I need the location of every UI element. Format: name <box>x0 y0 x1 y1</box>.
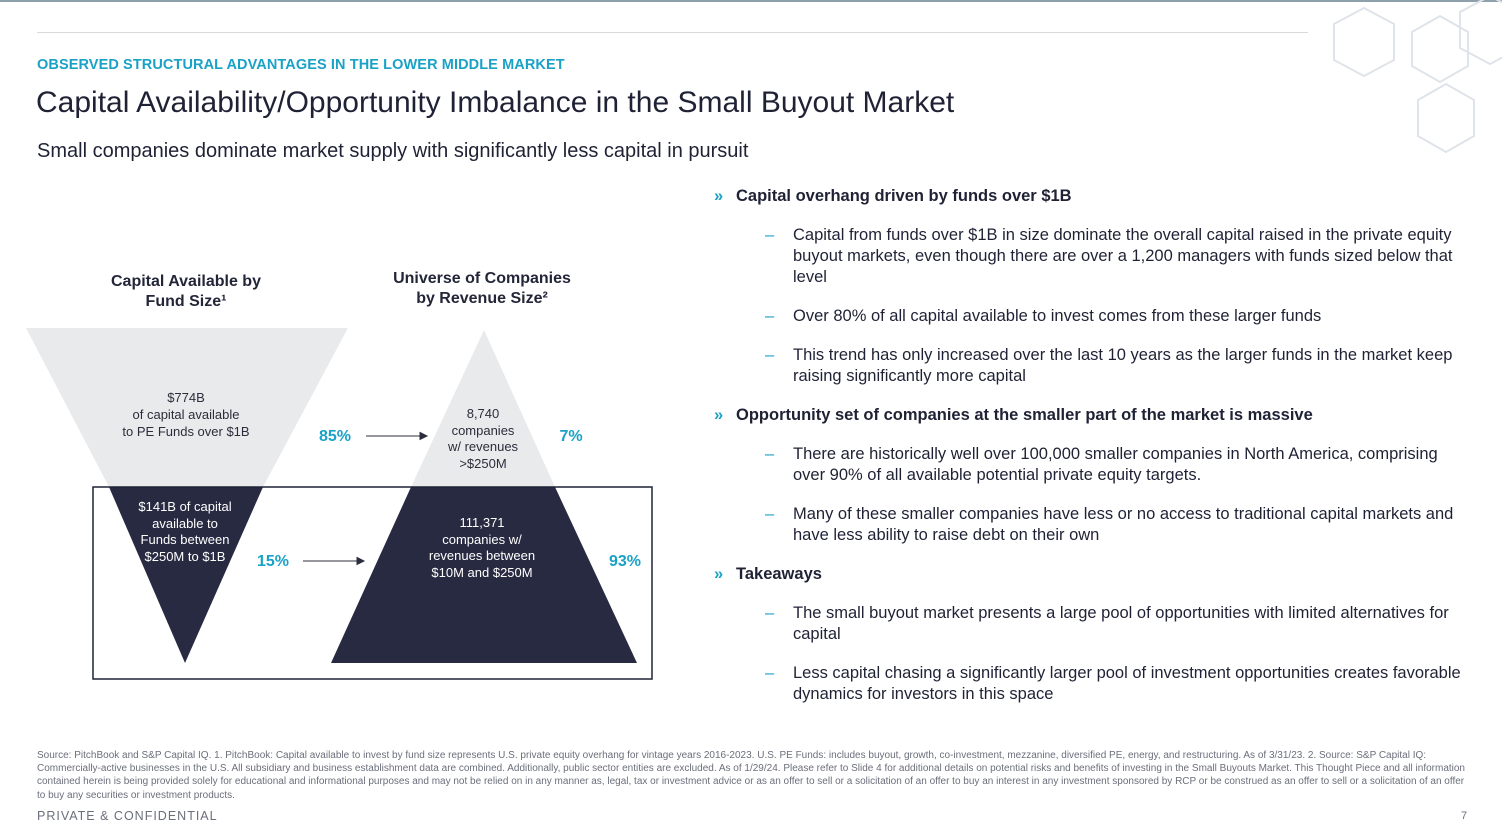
dash-bullet-icon: – <box>765 505 775 523</box>
bullet-item: – This trend has only increased over the… <box>765 346 1453 385</box>
page-number: 7 <box>1461 810 1468 822</box>
chevron-bullet-icon: » <box>714 187 724 205</box>
chevron-bullet-icon: » <box>714 406 724 424</box>
bullet-item: – Less capital chasing a significantly l… <box>765 664 1461 703</box>
left-bottom-label: $141B of capital available to Funds betw… <box>138 499 232 564</box>
right-chart-title: Universe of Companies by Revenue Size² <box>393 270 571 307</box>
pct-left-top: 85% <box>318 428 352 445</box>
funnel-graphic: Capital Available by Fund Size¹ Universe… <box>0 255 700 695</box>
dash-bullet-icon: – <box>765 226 775 244</box>
top-border <box>0 0 1502 2</box>
bullet-item: – Over 80% of all capital available to i… <box>765 307 1322 325</box>
dash-bullet-icon: – <box>765 445 775 463</box>
bullet-item: – The small buyout market presents a lar… <box>765 604 1449 643</box>
left-funnel-bottom-section <box>109 487 263 663</box>
dash-bullet-icon: – <box>765 604 775 622</box>
dash-bullet-icon: – <box>765 346 775 364</box>
dash-bullet-icon: – <box>765 664 775 682</box>
pct-right-bottom: 93% <box>608 553 642 570</box>
bullet-list: » Capital overhang driven by funds over … <box>712 186 1472 723</box>
dash-bullet-icon: – <box>765 307 775 325</box>
source-footnote: Source: PitchBook and S&P Capital IQ. 1.… <box>37 750 1465 801</box>
pct-left-bottom: 15% <box>256 553 290 570</box>
bullet-item: – There are historically well over 100,0… <box>765 445 1438 484</box>
eyebrow-heading: OBSERVED STRUCTURAL ADVANTAGES IN THE LO… <box>37 57 565 73</box>
confidential-label: PRIVATE & CONFIDENTIAL <box>37 809 218 823</box>
right-bottom-label: 111,371 companies w/ revenues between $1… <box>428 515 536 580</box>
right-top-label: 8,740 companies w/ revenues >$250M <box>447 406 519 471</box>
funnel-shapes <box>26 328 653 680</box>
bullet-heading: » Opportunity set of companies at the sm… <box>714 406 1313 424</box>
left-top-label: $774B of capital available to PE Funds o… <box>122 390 250 439</box>
hexagon-decoration-icon <box>1333 0 1502 154</box>
page-subtitle: Small companies dominate market supply w… <box>37 140 749 162</box>
bullet-heading: » Capital overhang driven by funds over … <box>714 187 1072 205</box>
bullet-heading: » Takeaways <box>714 565 822 583</box>
pct-right-top: 7% <box>559 428 583 445</box>
highlight-box <box>92 486 653 680</box>
arrow-right-icon <box>366 431 429 441</box>
bullet-item: – Many of these smaller companies have l… <box>765 505 1454 544</box>
right-pyramid-top-section <box>411 330 555 487</box>
left-chart-title: Capital Available by Fund Size¹ <box>111 273 261 310</box>
chevron-bullet-icon: » <box>714 565 724 583</box>
left-funnel-top-section <box>26 328 348 487</box>
right-pyramid-bottom-section <box>331 487 637 663</box>
header-rule <box>37 32 1308 33</box>
arrow-right-icon <box>303 556 366 566</box>
bullet-item: – Capital from funds over $1B in size do… <box>765 226 1453 286</box>
page-title: Capital Availability/Opportunity Imbalan… <box>36 86 955 119</box>
